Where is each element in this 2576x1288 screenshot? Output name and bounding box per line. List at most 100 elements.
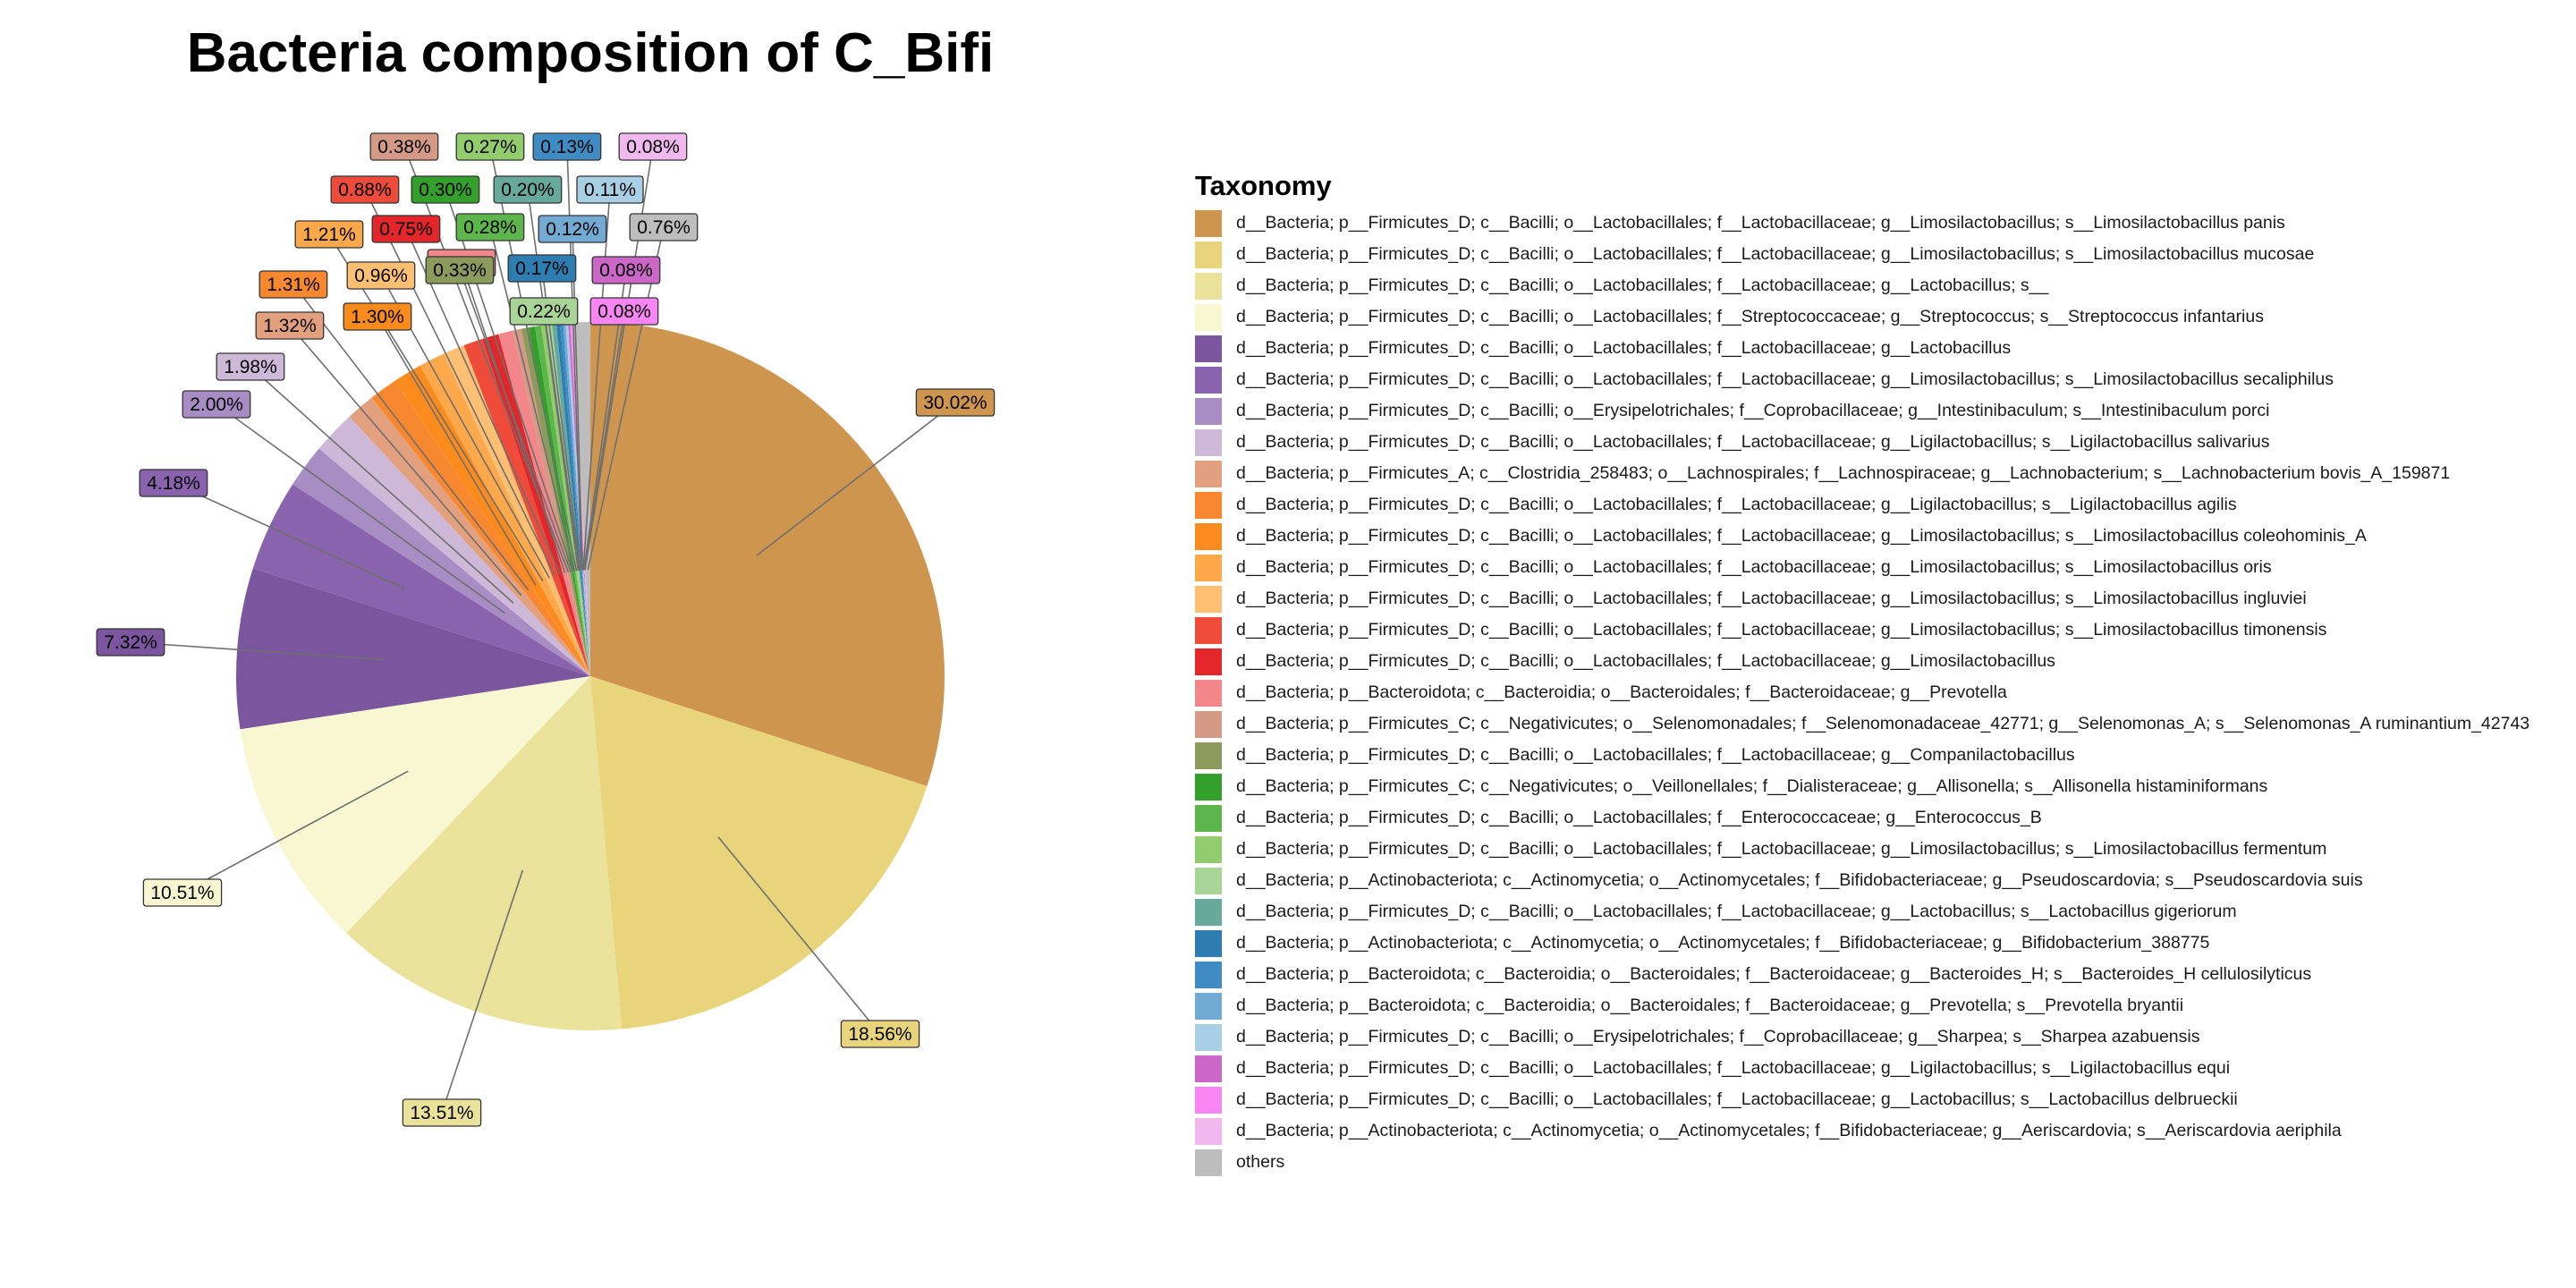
legend-swatch	[1195, 961, 1222, 988]
legend-swatch	[1195, 867, 1222, 894]
legend-swatch	[1195, 1023, 1222, 1051]
data-label-box	[258, 270, 328, 299]
data-label: 0.27%	[455, 132, 525, 161]
leader-line	[461, 262, 566, 573]
data-label-box	[346, 261, 416, 290]
data-label-box	[532, 132, 602, 161]
data-label: 1.98%	[216, 352, 285, 381]
data-label-box	[294, 220, 364, 249]
leader-line	[328, 233, 544, 582]
legend-item: d__Bacteria; p__Firmicutes_D; c__Bacilli…	[1195, 333, 2529, 364]
data-label-box	[369, 132, 439, 161]
data-label-text: 0.08%	[599, 260, 653, 281]
data-label-text: 0.27%	[463, 137, 517, 157]
data-label-text: 30.02%	[923, 393, 987, 413]
pie-slice	[236, 568, 590, 730]
legend-swatch	[1195, 835, 1222, 863]
legend-label: d__Bacteria; p__Firmicutes_A; c__Clostri…	[1236, 463, 2451, 483]
data-label-text: 1.31%	[267, 275, 320, 295]
data-label-box	[142, 878, 223, 907]
data-label-box	[455, 213, 525, 242]
data-labels: 30.02% 18.56% 13.51% 10.51% 7.32% 4.18% 2.00% 1…	[96, 132, 996, 1127]
data-label-text: 0.33%	[433, 260, 487, 281]
legend-item: d__Bacteria; p__Bacteroidota; c__Bactero…	[1195, 990, 2529, 1021]
data-label-box	[618, 132, 688, 161]
legend-label: d__Bacteria; p__Firmicutes_D; c__Bacilli…	[1236, 557, 2272, 577]
data-label-text: 0.96%	[354, 266, 408, 286]
pie-slice	[565, 322, 590, 676]
legend-item: d__Bacteria; p__Firmicutes_D; c__Bacilli…	[1195, 1021, 2529, 1053]
legend-swatch	[1195, 929, 1222, 957]
legend-label: d__Bacteria; p__Bacteroidota; c__Bactero…	[1236, 682, 2007, 702]
data-label: 0.75%	[371, 215, 441, 243]
data-label-text: 1.98%	[224, 357, 277, 377]
data-label: 0.76%	[629, 213, 699, 242]
legend-label: d__Bacteria; p__Firmicutes_D; c__Bacilli…	[1236, 1089, 2238, 1109]
legend-label: d__Bacteria; p__Firmicutes_C; c__Negativ…	[1236, 776, 2268, 796]
data-label-box	[576, 175, 644, 204]
data-label-box	[509, 297, 579, 326]
legend-item: d__Bacteria; p__Firmicutes_C; c__Negativ…	[1195, 708, 2529, 740]
legend-label: d__Bacteria; p__Firmicutes_D; c__Bacilli…	[1236, 902, 2237, 921]
leader-line	[527, 189, 580, 571]
data-label: 1.21%	[294, 220, 364, 249]
data-label-box	[589, 297, 659, 326]
pie-slice	[555, 323, 590, 676]
legend-swatch	[1195, 1086, 1222, 1114]
leader-lines	[130, 146, 956, 1114]
legend-label: d__Bacteria; p__Actinobacteriota; c__Act…	[1236, 933, 2210, 953]
data-label-box	[425, 256, 495, 284]
legend-label: d__Bacteria; p__Actinobacteriota; c__Act…	[1236, 1121, 2342, 1140]
legend-label: others	[1236, 1152, 1285, 1172]
data-label: 0.17%	[507, 254, 577, 283]
leader-line	[377, 316, 537, 586]
data-label-box	[343, 302, 412, 331]
data-label-text: 2.00%	[190, 394, 243, 415]
pie-slice	[349, 397, 590, 676]
legend-item: d__Bacteria; p__Firmicutes_C; c__Negativ…	[1195, 771, 2529, 802]
legend-item: d__Bacteria; p__Bacteroidota; c__Bactero…	[1195, 959, 2529, 990]
legend-label: d__Bacteria; p__Firmicutes_D; c__Bacilli…	[1236, 275, 2049, 295]
legend-title: Taxonomy	[1195, 170, 1332, 201]
data-label-box	[538, 215, 607, 243]
data-label: 0.28%	[455, 213, 525, 242]
data-label-text: 0.13%	[540, 137, 594, 157]
legend: Taxonomy d__Bacteria; p__Firmicutes_D; c…	[1195, 170, 2529, 1178]
legend-item: d__Bacteria; p__Bacteroidota; c__Bactero…	[1195, 677, 2529, 708]
legend-label: d__Bacteria; p__Firmicutes_D; c__Bacilli…	[1236, 651, 2055, 671]
legend-label: d__Bacteria; p__Firmicutes_D; c__Bacilli…	[1236, 808, 2042, 827]
legend-swatch	[1195, 209, 1222, 237]
legend-item: d__Bacteria; p__Firmicutes_D; c__Bacilli…	[1195, 896, 2529, 928]
legend-item: d__Bacteria; p__Firmicutes_D; c__Bacilli…	[1195, 270, 2529, 301]
legend-swatch	[1195, 898, 1222, 926]
legend-swatch	[1195, 992, 1222, 1020]
data-label: 0.08%	[589, 297, 659, 326]
pie-slice	[513, 328, 590, 676]
data-label-text: 13.51%	[410, 1103, 473, 1123]
data-label-text: 0.20%	[501, 180, 555, 200]
leader-line	[583, 310, 625, 571]
legend-label: d__Bacteria; p__Firmicutes_D; c__Bacilli…	[1236, 745, 2075, 765]
pie-chart: 30.02% 18.56% 13.51% 10.51% 7.32% 4.18% 2.00% 1…	[96, 132, 996, 1127]
legend-swatch	[1195, 241, 1222, 268]
pie-slice	[463, 338, 590, 676]
data-label-text: 18.56%	[848, 1024, 911, 1045]
data-label: 0.08%	[591, 256, 661, 284]
legend-swatch	[1195, 773, 1222, 801]
legend-swatch	[1195, 1117, 1222, 1145]
data-label: 0.88%	[330, 175, 400, 204]
legend-swatch	[1195, 554, 1222, 581]
data-label: 0.38%	[369, 132, 439, 161]
pie-slice	[590, 676, 928, 1030]
legend-item: d__Bacteria; p__Firmicutes_D; c__Bacilli…	[1195, 614, 2529, 646]
legend-swatch	[1195, 366, 1222, 394]
legend-item: d__Bacteria; p__Firmicutes_D; c__Bacilli…	[1195, 208, 2529, 239]
legend-item: d__Bacteria; p__Firmicutes_D; c__Bacilli…	[1195, 239, 2529, 270]
legend-label: d__Bacteria; p__Firmicutes_D; c__Bacilli…	[1236, 244, 2315, 264]
data-label-text: 4.18%	[147, 473, 200, 494]
data-label-box	[507, 254, 577, 283]
data-label: 2.00%	[182, 390, 251, 419]
pie-slice	[563, 322, 590, 676]
data-label-text: 0.38%	[377, 137, 431, 157]
legend-item: d__Bacteria; p__Firmicutes_D; c__Bacilli…	[1195, 834, 2529, 865]
